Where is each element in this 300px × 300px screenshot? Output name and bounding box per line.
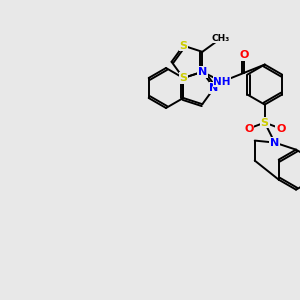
Text: N: N [270, 138, 279, 148]
Text: O: O [244, 124, 254, 134]
Text: O: O [276, 124, 285, 134]
Text: CH₃: CH₃ [212, 34, 230, 43]
Text: S: S [179, 40, 187, 51]
Text: O: O [240, 50, 249, 60]
Text: S: S [179, 73, 187, 83]
Text: N: N [209, 83, 219, 93]
Text: N: N [198, 67, 207, 77]
Text: S: S [261, 118, 269, 128]
Text: NH: NH [213, 77, 231, 87]
